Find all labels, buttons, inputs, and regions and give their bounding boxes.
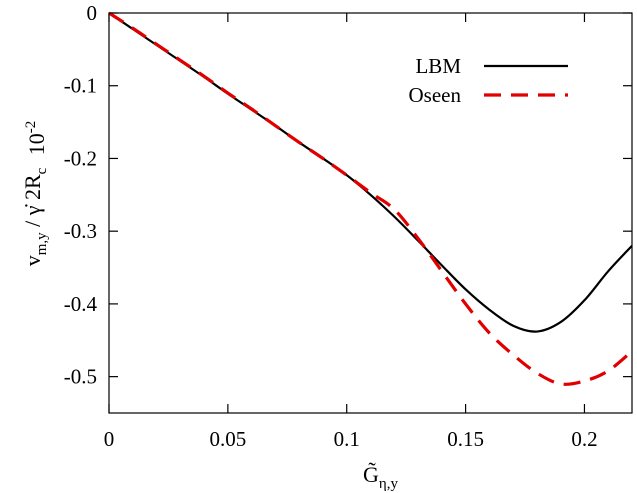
y-tick-label: -0.3 (64, 219, 97, 243)
y-tick-label: -0.1 (64, 74, 97, 98)
y-axis-label-rest-sub: c (34, 167, 50, 174)
x-axis-label-sub: η,y (379, 476, 399, 492)
x-tick-label: 0.1 (334, 427, 360, 451)
y-tick-label: 0 (87, 1, 98, 25)
y-axis-label: vm,y / γ̇ 2Rc (20, 167, 50, 266)
series-line-lbm (109, 12, 632, 333)
x-axis-label: G̃η,y (363, 462, 398, 492)
x-axis-label-main: G̃ (363, 462, 379, 487)
series-line-oseen (109, 11, 632, 386)
x-tick-label: 0.05 (209, 427, 246, 451)
x-tick-label: 0.2 (571, 427, 597, 451)
x-tick-label: 0 (104, 427, 115, 451)
y-scale-note-base: 10 (24, 133, 49, 155)
x-tick-label: 0.15 (447, 427, 484, 451)
legend-label-lbm: LBM (415, 54, 461, 78)
y-tick-label: -0.4 (64, 292, 98, 316)
y-tick-label: -0.5 (64, 365, 97, 389)
legend-label-oseen: Oseen (409, 83, 462, 107)
y-scale-note-exp: -2 (23, 121, 39, 134)
y-axis-label-main: v (20, 255, 45, 266)
plot-area-frame (108, 12, 633, 414)
y-tick-label: -0.2 (64, 146, 97, 170)
legend: LBM Oseen (409, 54, 568, 107)
y-axis-label-rest: / γ̇ 2R (20, 174, 45, 232)
y-axis-label-sub: m,y (34, 232, 50, 255)
y-scale-note: 10-2 (23, 121, 49, 156)
